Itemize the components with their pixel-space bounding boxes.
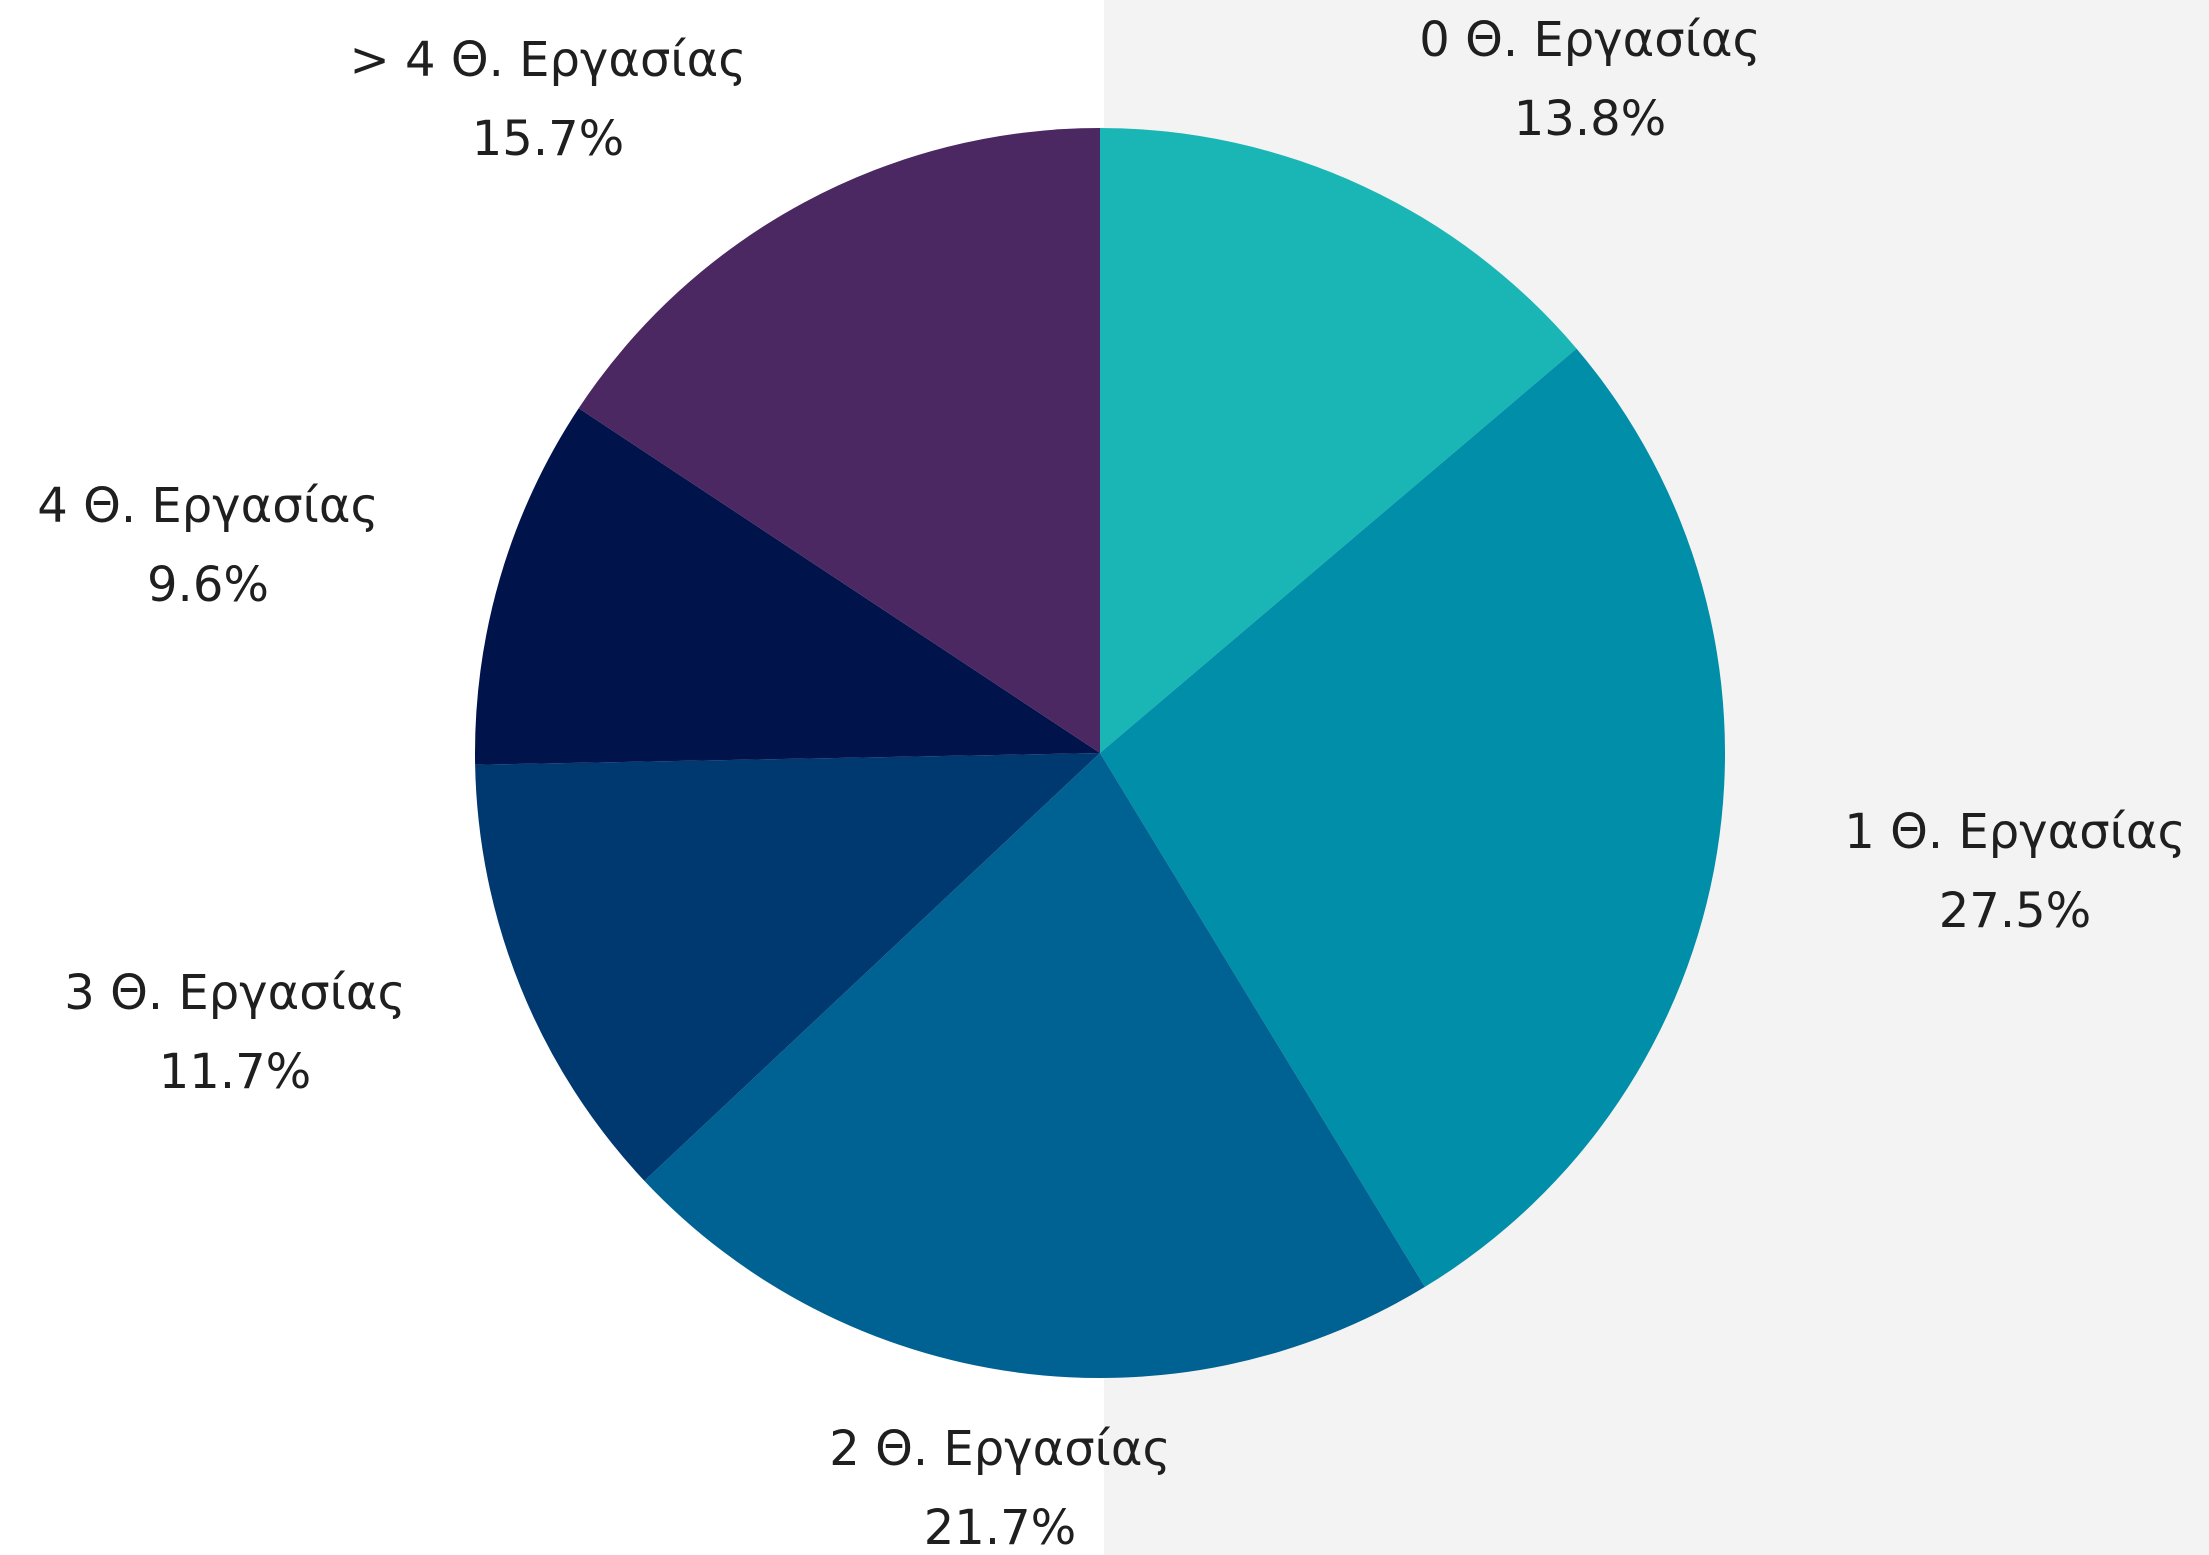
pie-slice-5	[578, 128, 1100, 753]
slice-value-label-2: 21.7%	[924, 1500, 1076, 1555]
pie-slice-0	[1100, 128, 1577, 753]
slice-value-label-5: 15.7%	[472, 111, 624, 167]
pie-slice-3	[475, 753, 1100, 1181]
pie-slices	[474, 128, 1726, 1379]
pie-slice-4	[474, 408, 1101, 765]
slice-label-2: 2 Θ. Εργασίας	[829, 1421, 1170, 1477]
pie-slice-1	[1100, 348, 1726, 1287]
slice-label-1: 1 Θ. Εργασίας	[1844, 804, 2185, 860]
slice-value-label-3: 11.7%	[159, 1044, 311, 1100]
slice-label-4: 4 Θ. Εργασίας	[37, 478, 378, 534]
slice-label-0: 0 Θ. Εργασίας	[1419, 12, 1760, 68]
pie-labels: 0 Θ. Εργασίας 13.8% 1 Θ. Εργασίας 27.5% 2 Θ.…	[37, 12, 2185, 1555]
slice-value-label-0: 13.8%	[1514, 91, 1666, 147]
slice-label-5: > 4 Θ. Εργασίας	[350, 32, 747, 88]
pie-slice-2	[644, 753, 1425, 1379]
slice-value-label-4: 9.6%	[147, 557, 269, 613]
slice-label-3: 3 Θ. Εργασίας	[64, 965, 405, 1021]
slice-value-label-1: 27.5%	[1939, 883, 2091, 939]
